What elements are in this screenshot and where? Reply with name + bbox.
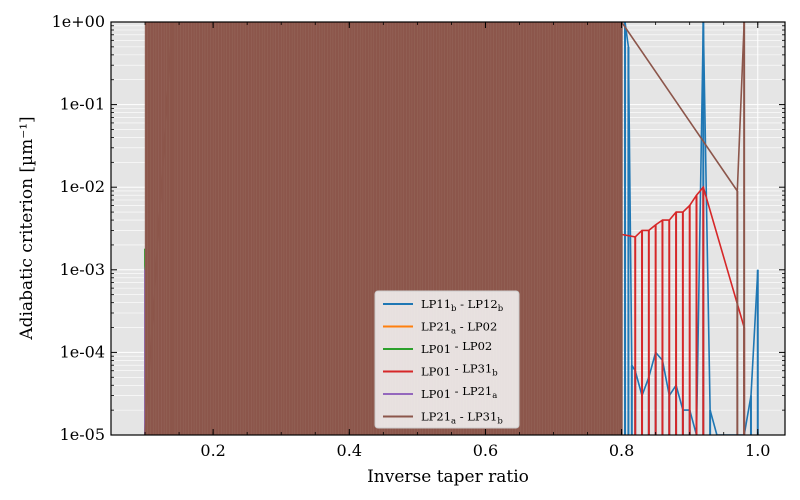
plot-frame [110, 21, 786, 436]
legend-entry: LP21a - LP31b [421, 410, 503, 427]
legend-entry: LP01 - LP02 [421, 339, 492, 356]
legend-entry: LP01 - LP31b [421, 362, 498, 379]
legend-entry: LP01 - LP21a [421, 384, 497, 401]
legend-entry: LP21a - LP02 [421, 320, 497, 337]
x-tick-label: 1.0 [745, 441, 770, 460]
y-tick-label: 1e-05 [60, 425, 105, 444]
y-tick-label: 1e-04 [60, 342, 105, 361]
y-tick-label: 1e+00 [52, 12, 105, 31]
y-tick-label: 1e-01 [60, 95, 105, 114]
y-tick-label: 1e-02 [60, 177, 105, 196]
x-axis-label: Inverse taper ratio [367, 467, 529, 487]
series-line [144, 22, 745, 435]
x-tick-label: 0.4 [337, 441, 362, 460]
legend: LP11b - LP12b LP21a - LP02 LP01 - LP02 LP01… [374, 290, 520, 429]
x-tick-label: 0.8 [609, 441, 634, 460]
axis-ticks: 1e-05 1e-04 1e-03 1e-02 1e-01 1e+00 0.2 0.4 0.6 0… [52, 12, 785, 460]
legend-entry: LP11b - LP12b [421, 297, 504, 314]
y-axis-label: Adiabatic criterion [µm⁻¹] [17, 116, 37, 340]
x-tick-label: 0.6 [473, 441, 498, 460]
x-tick-label: 0.2 [200, 441, 225, 460]
y-tick-label: 1e-03 [60, 260, 105, 279]
